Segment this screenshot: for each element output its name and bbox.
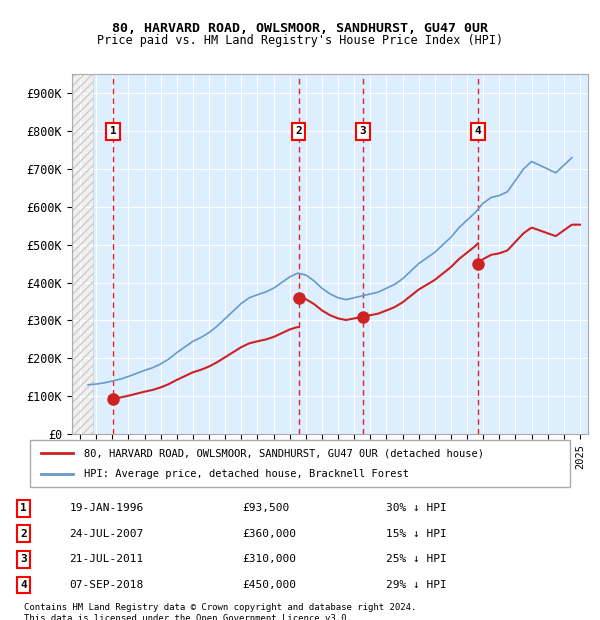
Text: 1: 1 (20, 503, 27, 513)
Text: £310,000: £310,000 (242, 554, 296, 564)
FancyBboxPatch shape (30, 440, 570, 487)
Text: 1: 1 (110, 126, 116, 136)
Text: 24-JUL-2007: 24-JUL-2007 (70, 529, 144, 539)
Text: 29% ↓ HPI: 29% ↓ HPI (386, 580, 447, 590)
Text: £450,000: £450,000 (242, 580, 296, 590)
Text: 80, HARVARD ROAD, OWLSMOOR, SANDHURST, GU47 0UR (detached house): 80, HARVARD ROAD, OWLSMOOR, SANDHURST, G… (84, 448, 484, 458)
Text: This data is licensed under the Open Government Licence v3.0.: This data is licensed under the Open Gov… (24, 614, 352, 620)
Text: 4: 4 (20, 580, 27, 590)
Text: 3: 3 (20, 554, 27, 564)
Text: 30% ↓ HPI: 30% ↓ HPI (386, 503, 447, 513)
Text: 3: 3 (359, 126, 367, 136)
Text: 19-JAN-1996: 19-JAN-1996 (70, 503, 144, 513)
Text: HPI: Average price, detached house, Bracknell Forest: HPI: Average price, detached house, Brac… (84, 469, 409, 479)
Text: 2: 2 (20, 529, 27, 539)
Text: 2: 2 (295, 126, 302, 136)
Text: Price paid vs. HM Land Registry's House Price Index (HPI): Price paid vs. HM Land Registry's House … (97, 34, 503, 47)
Text: 4: 4 (475, 126, 481, 136)
Bar (72, 74, 94, 434)
Bar (72, 74, 94, 434)
Text: 15% ↓ HPI: 15% ↓ HPI (386, 529, 447, 539)
Text: Contains HM Land Registry data © Crown copyright and database right 2024.: Contains HM Land Registry data © Crown c… (24, 603, 416, 612)
Text: 80, HARVARD ROAD, OWLSMOOR, SANDHURST, GU47 0UR: 80, HARVARD ROAD, OWLSMOOR, SANDHURST, G… (112, 22, 488, 35)
Text: 21-JUL-2011: 21-JUL-2011 (70, 554, 144, 564)
Text: £93,500: £93,500 (242, 503, 290, 513)
Text: 25% ↓ HPI: 25% ↓ HPI (386, 554, 447, 564)
Text: £360,000: £360,000 (242, 529, 296, 539)
Text: 07-SEP-2018: 07-SEP-2018 (70, 580, 144, 590)
